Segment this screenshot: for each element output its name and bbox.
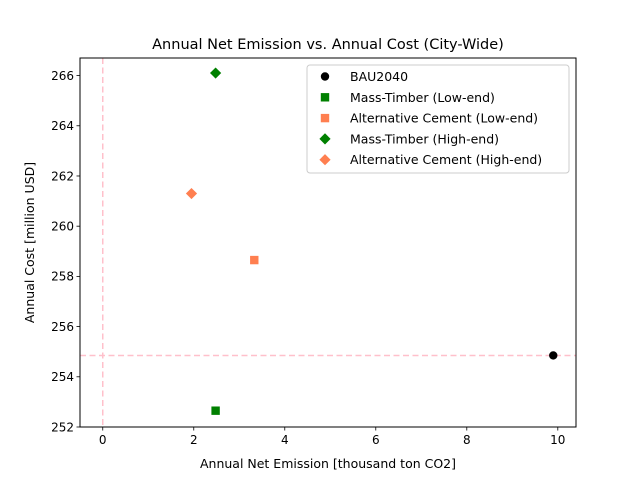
legend: BAU2040 Mass-Timber (Low-end) Alternative … xyxy=(306,64,570,174)
data-point-square xyxy=(211,406,220,415)
legend-marker-circle xyxy=(320,72,330,81)
y-tick-label: 258 xyxy=(51,270,74,284)
y-tick-label: 260 xyxy=(51,219,74,233)
data-point-diamond xyxy=(185,187,198,200)
data-point-circle xyxy=(549,351,558,360)
y-axis-ticks: 252 254 256 258 260 262 264 266 xyxy=(51,69,80,434)
legend-marker-diamond xyxy=(319,154,331,166)
y-tick-label: 262 xyxy=(51,169,74,183)
legend-marker-square xyxy=(320,93,330,102)
x-tick-label: 10 xyxy=(550,433,565,447)
y-tick-label: 264 xyxy=(51,119,74,133)
legend-label: Mass-Timber (Low-end) xyxy=(350,90,495,105)
legend-label: BAU2040 xyxy=(350,69,408,84)
plot-frame xyxy=(79,57,577,428)
data-points xyxy=(185,67,558,415)
reference-lines xyxy=(80,58,576,427)
legend-box xyxy=(306,64,570,174)
chart-title: Annual Net Emission vs. Annual Cost (Cit… xyxy=(152,37,504,53)
y-tick-label: 254 xyxy=(51,370,74,384)
x-tick-label: 6 xyxy=(372,433,380,447)
legend-marker-diamond xyxy=(319,133,331,145)
data-point-square xyxy=(250,255,259,265)
legend-label: Alternative Cement (High-end) xyxy=(350,152,542,167)
legend-marker-square xyxy=(320,113,330,123)
y-tick-label: 266 xyxy=(51,69,74,83)
legend-label: Mass-Timber (High-end) xyxy=(350,131,499,146)
x-tick-label: 2 xyxy=(190,433,198,447)
y-axis-label: Annual Cost [million USD] xyxy=(22,162,37,323)
x-axis-label: Annual Net Emission [thousand ton CO2] xyxy=(200,456,456,471)
x-axis-ticks: 0 2 4 6 8 10 xyxy=(99,427,565,447)
x-tick-label: 8 xyxy=(463,433,471,447)
x-tick-label: 4 xyxy=(281,433,289,447)
legend-label: Alternative Cement (Low-end) xyxy=(350,111,538,126)
data-point-diamond xyxy=(210,67,222,79)
y-tick-label: 252 xyxy=(51,420,74,434)
x-tick-label: 0 xyxy=(99,433,107,447)
y-tick-label: 256 xyxy=(51,320,74,334)
